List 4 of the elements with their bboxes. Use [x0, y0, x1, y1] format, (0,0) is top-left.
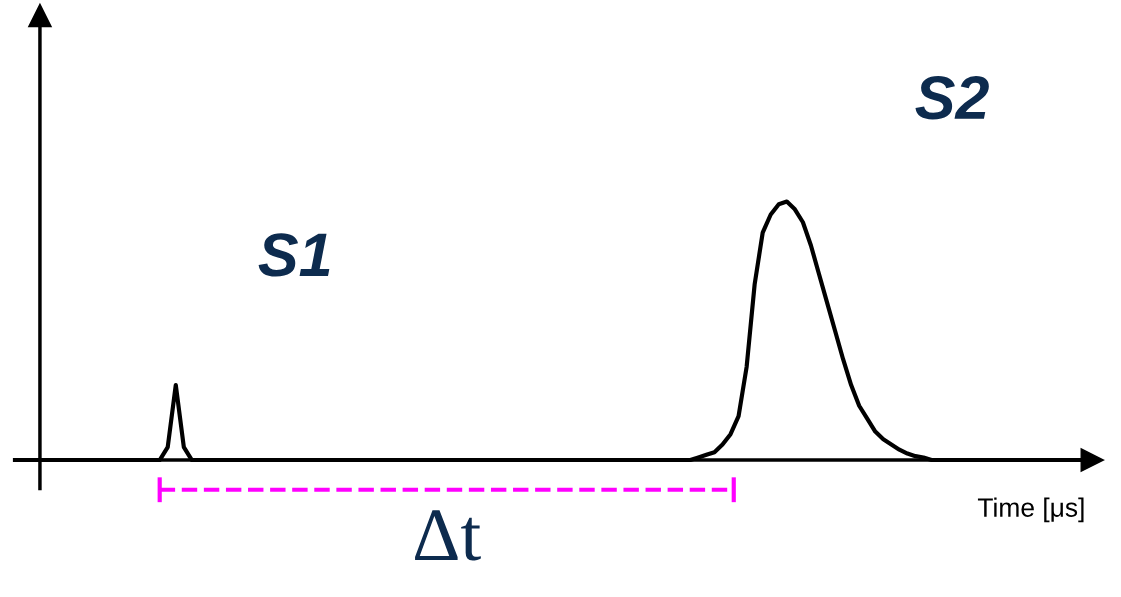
text: Δt — [415, 510, 481, 561]
annotation: S1 — [258, 233, 330, 277]
text: S2 — [915, 76, 989, 120]
x-axis-title: Time [μs] — [977, 497, 1084, 523]
